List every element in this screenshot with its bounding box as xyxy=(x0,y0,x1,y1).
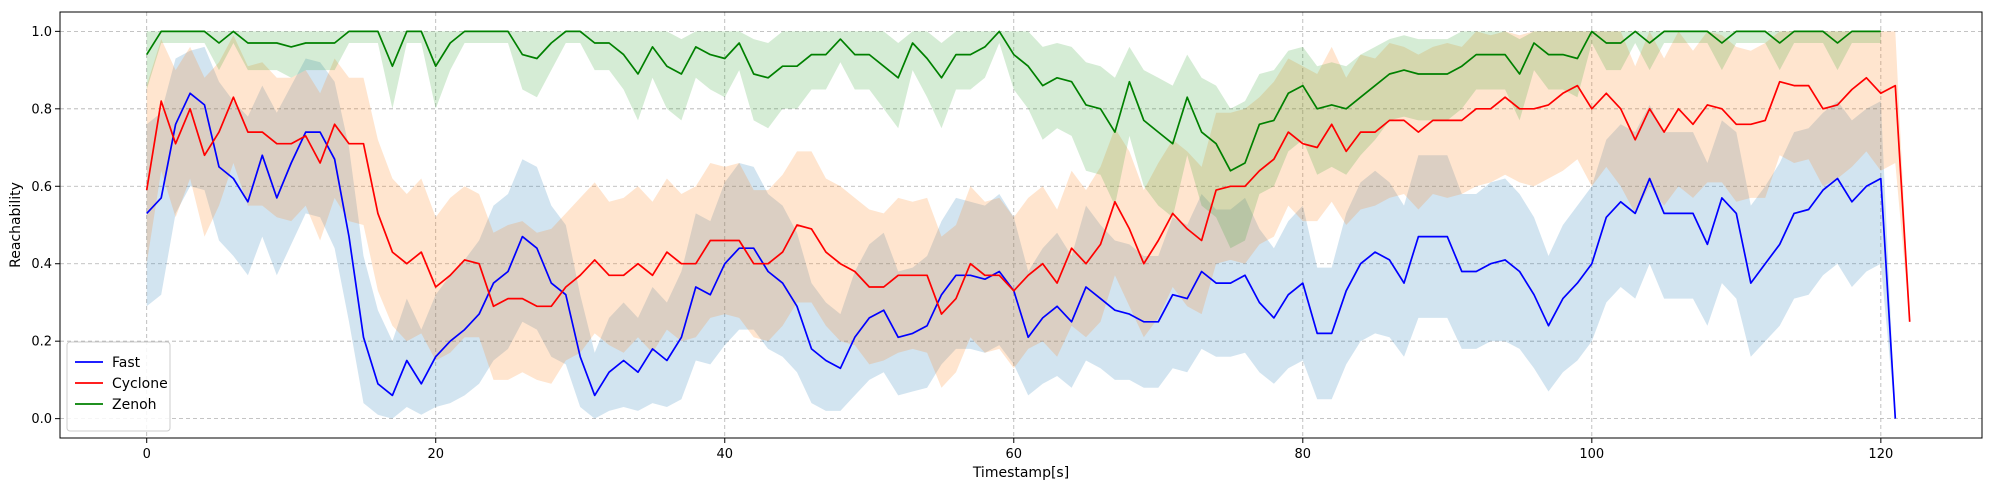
y-tick-label: 0.8 xyxy=(31,102,52,117)
y-tick-label: 0.4 xyxy=(31,257,52,272)
series-line-fast xyxy=(146,92,1897,419)
x-tick-label: 0 xyxy=(143,447,151,462)
legend-label-cyclone: Cyclone xyxy=(112,376,168,392)
plot-frame xyxy=(59,11,1983,439)
confidence-bands xyxy=(146,31,1910,419)
axis-ticks: 0 20 40 60 80 100 120 0.0 0.2 0.4 0.6 0.8 1.0 xyxy=(31,25,1893,462)
y-tick-label: 0.2 xyxy=(31,335,52,350)
x-tick-label: 120 xyxy=(1868,447,1893,462)
x-tick-label: 60 xyxy=(1006,447,1023,462)
series-line-zenoh xyxy=(145,30,1881,172)
x-tick-label: 80 xyxy=(1295,447,1312,462)
band-cyclone xyxy=(146,31,1910,388)
band-zenoh xyxy=(146,31,1881,249)
x-tick-label: 40 xyxy=(716,447,733,462)
legend-label-fast: Fast xyxy=(112,355,141,371)
y-tick-label: 0.0 xyxy=(31,412,52,427)
series-line-cyclone xyxy=(145,76,1911,322)
grid-lines xyxy=(60,12,1982,438)
x-tick-label: 100 xyxy=(1579,447,1604,462)
legend: Fast Cyclone Zenoh xyxy=(66,341,171,432)
series-lines xyxy=(145,30,1911,419)
legend-label-zenoh: Zenoh xyxy=(112,397,157,413)
x-tick-label: 20 xyxy=(427,447,444,462)
y-axis-label: Reachability xyxy=(8,182,24,268)
x-axis-label: Timestamp[s] xyxy=(972,465,1069,481)
y-tick-label: 0.6 xyxy=(31,180,52,195)
y-tick-label: 1.0 xyxy=(31,25,52,40)
band-fast xyxy=(146,46,1896,419)
legend-frame xyxy=(66,341,171,432)
